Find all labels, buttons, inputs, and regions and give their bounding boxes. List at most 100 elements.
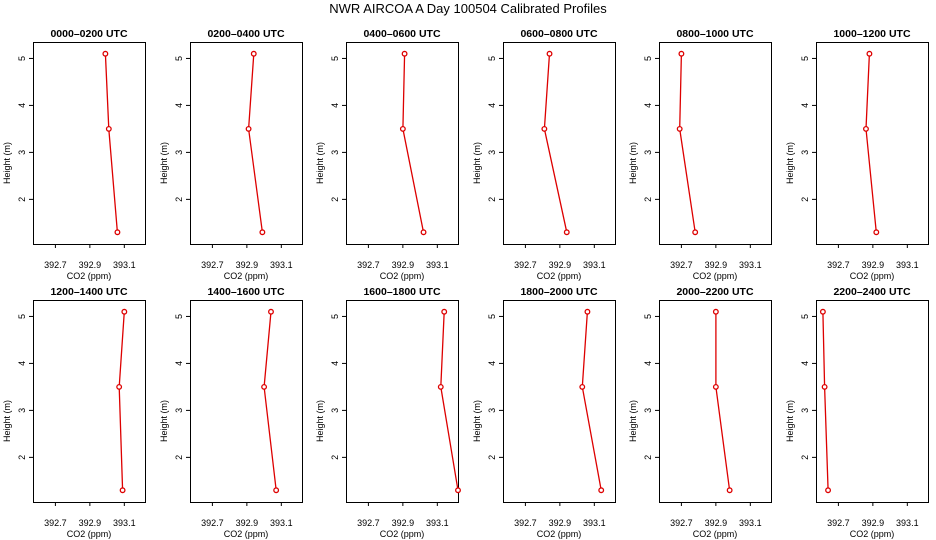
x-axis-label: CO2 (ppm) bbox=[850, 271, 895, 281]
y-tick-label: 2 bbox=[330, 197, 340, 202]
panel-title: 1800–2000 UTC bbox=[520, 286, 597, 298]
x-tick-label: 392.9 bbox=[392, 260, 415, 270]
profile-line bbox=[715, 311, 731, 491]
x-tick-label: 392.7 bbox=[670, 518, 693, 528]
x-tick-label: 392.7 bbox=[201, 260, 224, 270]
y-tick-label: 2 bbox=[643, 455, 653, 460]
x-tick-label: 393.1 bbox=[739, 260, 762, 270]
x-tick-label: 392.9 bbox=[549, 260, 572, 270]
y-tick-label: 4 bbox=[487, 103, 497, 108]
data-point bbox=[541, 125, 548, 132]
y-tick-label: 2 bbox=[330, 455, 340, 460]
y-axis-label: Height (m) bbox=[315, 400, 325, 442]
y-tick-label: 4 bbox=[643, 361, 653, 366]
y-tick-label: 2 bbox=[800, 197, 810, 202]
plot-frame bbox=[190, 42, 303, 245]
y-tick-label: 5 bbox=[330, 314, 340, 319]
x-tick-label: 393.1 bbox=[426, 518, 449, 528]
data-point bbox=[678, 50, 685, 57]
x-tick-label: 392.9 bbox=[236, 518, 259, 528]
x-tick-label: 392.7 bbox=[827, 260, 850, 270]
data-point bbox=[268, 308, 274, 315]
y-tick-label: 2 bbox=[17, 197, 27, 202]
y-tick-label: 5 bbox=[643, 314, 653, 319]
data-point bbox=[102, 50, 109, 57]
profile-line bbox=[679, 53, 696, 233]
y-tick-label: 5 bbox=[487, 314, 497, 319]
panel-title: 1000–1200 UTC bbox=[833, 28, 910, 40]
x-tick-label: 392.9 bbox=[862, 260, 885, 270]
x-tick-label: 392.7 bbox=[44, 260, 67, 270]
x-tick-label: 393.1 bbox=[896, 260, 919, 270]
plot-frame bbox=[816, 300, 929, 503]
plot-frame bbox=[346, 42, 459, 245]
y-tick-label: 2 bbox=[17, 455, 27, 460]
y-axis-label: Height (m) bbox=[472, 400, 482, 442]
data-point bbox=[821, 383, 828, 390]
data-point bbox=[712, 308, 719, 315]
x-axis-label: CO2 (ppm) bbox=[67, 529, 112, 539]
data-point bbox=[259, 229, 266, 236]
x-tick-label: 393.1 bbox=[113, 260, 136, 270]
y-tick-label: 3 bbox=[800, 150, 810, 155]
x-tick-label: 393.1 bbox=[896, 518, 919, 528]
y-tick-label: 5 bbox=[174, 314, 184, 319]
y-tick-label: 2 bbox=[487, 455, 497, 460]
data-point bbox=[584, 308, 591, 315]
y-tick-label: 5 bbox=[487, 56, 497, 61]
data-point bbox=[712, 383, 719, 390]
panel-title: 0000–0200 UTC bbox=[50, 28, 127, 40]
profile-line bbox=[247, 53, 264, 233]
y-tick-label: 2 bbox=[487, 197, 497, 202]
profile-line bbox=[402, 53, 425, 233]
x-tick-label: 392.9 bbox=[705, 260, 728, 270]
panel-title: 0200–0400 UTC bbox=[207, 28, 284, 40]
y-tick-label: 2 bbox=[174, 455, 184, 460]
y-tick-label: 3 bbox=[643, 408, 653, 413]
data-point bbox=[116, 383, 123, 390]
y-axis-label: Height (m) bbox=[628, 400, 638, 442]
x-tick-label: 393.1 bbox=[583, 260, 606, 270]
data-point bbox=[455, 487, 461, 494]
panel-title: 1600–1800 UTC bbox=[363, 286, 440, 298]
y-tick-label: 4 bbox=[17, 361, 27, 366]
panel-title: 1200–1400 UTC bbox=[50, 286, 127, 298]
x-tick-label: 393.1 bbox=[739, 518, 762, 528]
x-axis-label: CO2 (ppm) bbox=[67, 271, 112, 281]
x-tick-label: 392.7 bbox=[827, 518, 850, 528]
data-point bbox=[114, 229, 121, 236]
y-tick-label: 3 bbox=[643, 150, 653, 155]
x-tick-label: 392.9 bbox=[79, 260, 102, 270]
x-tick-label: 392.7 bbox=[357, 518, 380, 528]
x-tick-label: 392.7 bbox=[357, 260, 380, 270]
data-point bbox=[441, 308, 448, 315]
panel-title: 2000–2200 UTC bbox=[676, 286, 753, 298]
data-point bbox=[119, 487, 126, 494]
data-point bbox=[863, 125, 869, 132]
y-tick-label: 3 bbox=[330, 408, 340, 413]
x-axis-label: CO2 (ppm) bbox=[537, 529, 582, 539]
y-tick-label: 4 bbox=[487, 361, 497, 366]
data-point bbox=[261, 383, 268, 390]
y-tick-label: 3 bbox=[174, 150, 184, 155]
data-point bbox=[866, 50, 873, 57]
x-tick-label: 393.1 bbox=[270, 260, 293, 270]
x-axis-label: CO2 (ppm) bbox=[224, 529, 269, 539]
data-point bbox=[245, 125, 252, 132]
plot-frame bbox=[503, 300, 616, 503]
plot-frame bbox=[816, 42, 929, 245]
x-tick-label: 392.9 bbox=[549, 518, 572, 528]
panel-title: 0400–0600 UTC bbox=[363, 28, 440, 40]
x-axis-label: CO2 (ppm) bbox=[380, 529, 425, 539]
plot-frame bbox=[503, 42, 616, 245]
y-tick-label: 5 bbox=[800, 314, 810, 319]
x-axis-label: CO2 (ppm) bbox=[850, 529, 895, 539]
data-point bbox=[676, 125, 683, 132]
x-tick-label: 392.9 bbox=[79, 518, 102, 528]
